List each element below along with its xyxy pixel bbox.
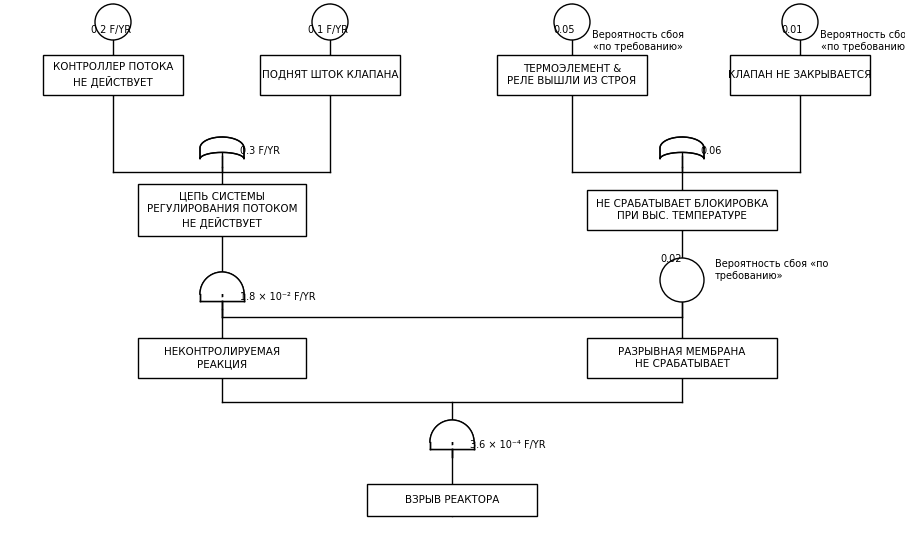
Text: НЕКОНТРОЛИРУЕМАЯ
РЕАКЦИЯ: НЕКОНТРОЛИРУЕМАЯ РЕАКЦИЯ <box>164 347 280 369</box>
Polygon shape <box>660 137 704 159</box>
Circle shape <box>782 4 818 40</box>
Text: 0.3 F/YR: 0.3 F/YR <box>240 146 280 156</box>
Text: 0.02: 0.02 <box>660 254 681 264</box>
Circle shape <box>660 258 704 302</box>
FancyBboxPatch shape <box>260 55 400 95</box>
Text: 3.6 × 10⁻⁴ F/YR: 3.6 × 10⁻⁴ F/YR <box>470 440 546 450</box>
FancyBboxPatch shape <box>367 484 537 516</box>
Text: ТЕРМОЭЛЕМЕНТ &
РЕЛЕ ВЫШЛИ ИЗ СТРОЯ: ТЕРМОЭЛЕМЕНТ & РЕЛЕ ВЫШЛИ ИЗ СТРОЯ <box>508 64 636 86</box>
FancyBboxPatch shape <box>138 184 306 236</box>
Text: Вероятность сбоя
«по требованию»: Вероятность сбоя «по требованию» <box>820 30 905 52</box>
FancyBboxPatch shape <box>730 55 870 95</box>
Text: 0.01: 0.01 <box>781 25 803 35</box>
Text: КОНТРОЛЛЕР ПОТОКА
НЕ ДЕЙСТВУЕТ: КОНТРОЛЛЕР ПОТОКА НЕ ДЕЙСТВУЕТ <box>52 63 173 87</box>
Text: 0.1 F/YR: 0.1 F/YR <box>308 25 348 35</box>
FancyBboxPatch shape <box>497 55 647 95</box>
Circle shape <box>95 4 131 40</box>
Text: ЦЕПЬ СИСТЕМЫ
РЕГУЛИРОВАНИЯ ПОТОКОМ
НЕ ДЕЙСТВУЕТ: ЦЕПЬ СИСТЕМЫ РЕГУЛИРОВАНИЯ ПОТОКОМ НЕ ДЕ… <box>147 191 297 229</box>
Polygon shape <box>200 137 244 159</box>
FancyBboxPatch shape <box>587 338 777 378</box>
Text: 1.8 × 10⁻² F/YR: 1.8 × 10⁻² F/YR <box>240 292 316 302</box>
Text: РАЗРЫВНАЯ МЕМБРАНА
НЕ СРАБАТЫВАЕТ: РАЗРЫВНАЯ МЕМБРАНА НЕ СРАБАТЫВАЕТ <box>618 347 746 369</box>
Text: Вероятность сбоя «по
требованию»: Вероятность сбоя «по требованию» <box>715 259 828 281</box>
Text: 0.2 F/YR: 0.2 F/YR <box>91 25 131 35</box>
FancyBboxPatch shape <box>138 338 306 378</box>
Text: ВЗРЫВ РЕАКТОРА: ВЗРЫВ РЕАКТОРА <box>405 495 500 505</box>
Text: 0.06: 0.06 <box>700 146 721 156</box>
Text: 0.05: 0.05 <box>553 25 575 35</box>
Text: ПОДНЯТ ШТОК КЛАПАНА: ПОДНЯТ ШТОК КЛАПАНА <box>262 70 398 80</box>
Circle shape <box>554 4 590 40</box>
Text: Вероятность сбоя
«по требованию»: Вероятность сбоя «по требованию» <box>592 30 684 52</box>
Text: КЛАПАН НЕ ЗАКРЫВАЕТСЯ: КЛАПАН НЕ ЗАКРЫВАЕТСЯ <box>729 70 872 80</box>
FancyBboxPatch shape <box>43 55 183 95</box>
Circle shape <box>312 4 348 40</box>
Text: НЕ СРАБАТЫВАЕТ БЛОКИРОВКА
ПРИ ВЫС. ТЕМПЕРАТУРЕ: НЕ СРАБАТЫВАЕТ БЛОКИРОВКА ПРИ ВЫС. ТЕМПЕ… <box>595 199 768 221</box>
Polygon shape <box>200 272 244 301</box>
FancyBboxPatch shape <box>587 190 777 230</box>
Polygon shape <box>430 420 474 449</box>
